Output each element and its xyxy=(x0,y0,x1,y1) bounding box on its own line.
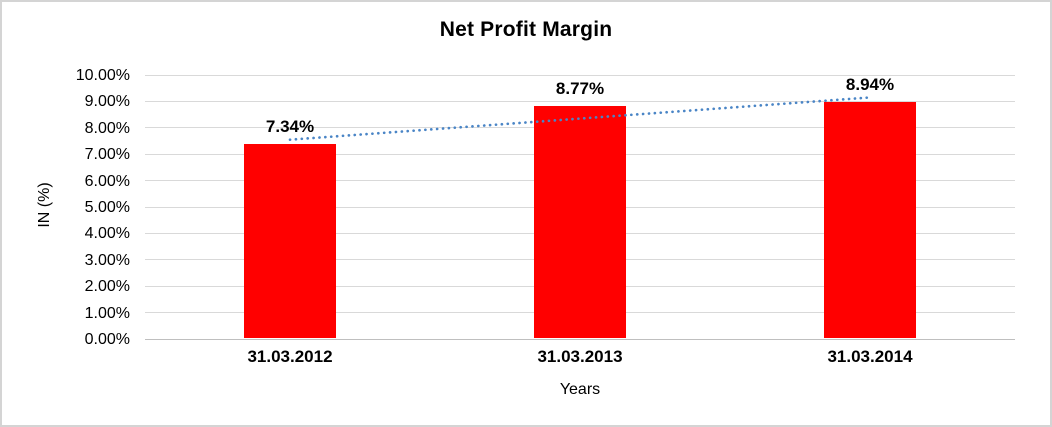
data-label: 8.77% xyxy=(555,79,605,99)
bar-31.03.2012 xyxy=(244,144,336,338)
y-tick-label: 0.00% xyxy=(84,331,130,348)
y-tick-label: 3.00% xyxy=(84,251,130,269)
y-tick-label: 2.00% xyxy=(84,278,130,296)
y-tick-label: 5.00% xyxy=(84,199,130,216)
y-tick-label: 8.00% xyxy=(84,119,130,137)
x-axis-title: Years xyxy=(559,381,601,398)
chart-title: Net Profit Margin xyxy=(439,18,613,41)
y-tick-label: 9.00% xyxy=(84,93,130,111)
x-tick-label: 31.03.2012 xyxy=(247,347,333,366)
x-tick-label: 31.03.2014 xyxy=(827,347,913,366)
y-tick-label: 1.00% xyxy=(84,304,130,322)
y-tick-label: 10.00% xyxy=(75,67,130,84)
y-tick-label: 6.00% xyxy=(84,172,130,190)
data-label: 8.94% xyxy=(845,74,895,94)
y-tick-label: 4.00% xyxy=(84,225,130,243)
gridline xyxy=(145,338,1015,340)
gridline xyxy=(145,100,1015,102)
data-label: 7.34% xyxy=(265,117,315,137)
trendline xyxy=(288,96,872,142)
plot-area: 7.34% 8.77% 8.94% xyxy=(145,74,1015,340)
bar-31.03.2014 xyxy=(824,101,916,338)
x-tick-label: 31.03.2013 xyxy=(537,347,623,366)
bar-31.03.2013 xyxy=(534,106,626,338)
gridline xyxy=(145,74,1015,76)
y-tick-label: 7.00% xyxy=(84,146,130,164)
